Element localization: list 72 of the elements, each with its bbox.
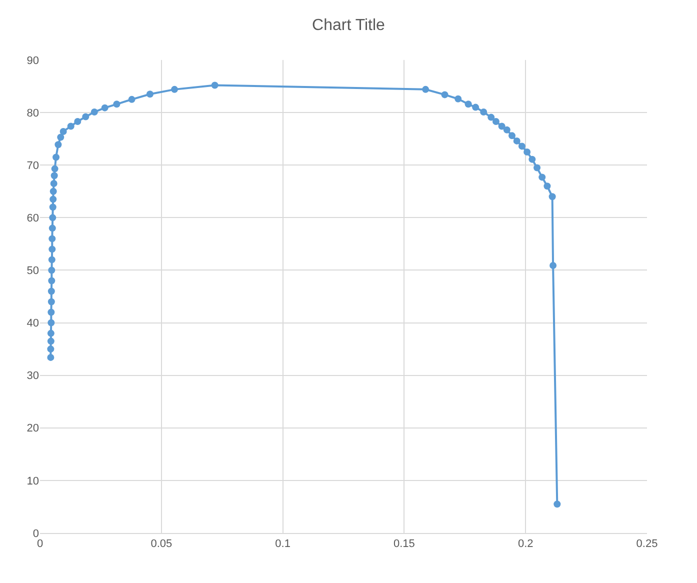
point — [51, 165, 58, 172]
point — [67, 122, 74, 130]
point — [513, 137, 520, 144]
point — [50, 180, 58, 188]
point — [47, 330, 54, 337]
point — [49, 214, 56, 222]
point — [48, 298, 55, 306]
point — [50, 172, 58, 180]
point — [50, 196, 57, 203]
point — [48, 288, 55, 295]
point — [503, 126, 510, 134]
point — [49, 204, 56, 211]
point — [50, 188, 57, 195]
point — [211, 82, 218, 89]
point — [48, 308, 55, 316]
x-tick-label: 0.15 — [393, 538, 415, 550]
y-tick-label: 0 — [32, 528, 39, 540]
point — [113, 100, 120, 108]
y-tick-label: 80 — [26, 107, 39, 120]
point — [90, 108, 98, 116]
x-tick-label: 0.1 — [275, 538, 290, 550]
point — [48, 256, 56, 264]
point — [454, 95, 462, 102]
point — [74, 118, 82, 125]
point — [548, 193, 556, 200]
x-tick-label: 0.25 — [636, 538, 658, 550]
point — [508, 132, 516, 140]
point — [101, 104, 108, 112]
point — [441, 91, 448, 98]
y-tick-label: 20 — [26, 422, 39, 435]
x-tick-label: 0.05 — [150, 538, 172, 550]
point — [464, 100, 472, 108]
x-tick-label: 0.2 — [518, 538, 534, 550]
point — [544, 182, 551, 190]
point — [48, 277, 56, 284]
point — [146, 90, 154, 98]
point — [47, 346, 54, 353]
point — [57, 134, 64, 141]
point — [82, 113, 90, 120]
y-tick-label: 90 — [26, 54, 39, 67]
point — [128, 96, 136, 103]
point — [48, 235, 56, 242]
point — [52, 154, 60, 161]
point — [48, 319, 55, 326]
point — [518, 142, 526, 150]
point — [538, 174, 546, 181]
y-tick-label: 30 — [26, 370, 39, 382]
y-tick-label: 70 — [26, 160, 39, 172]
point — [171, 86, 178, 93]
point — [60, 128, 67, 135]
point — [492, 118, 500, 125]
point — [48, 224, 56, 232]
point — [422, 86, 430, 93]
point — [554, 500, 561, 508]
point — [48, 266, 56, 274]
point — [47, 338, 54, 345]
point — [488, 114, 495, 121]
chart-title: Chart Title — [312, 17, 386, 34]
point — [550, 262, 557, 269]
point — [498, 122, 506, 130]
point — [54, 141, 62, 148]
point — [534, 164, 541, 172]
point — [480, 108, 488, 116]
y-tick-label: 50 — [26, 265, 39, 278]
y-tick-label: 10 — [26, 475, 39, 488]
point — [48, 246, 56, 253]
point — [524, 148, 531, 156]
y-tick-label: 60 — [26, 212, 39, 225]
point — [472, 104, 480, 111]
point — [47, 354, 54, 361]
point — [528, 156, 536, 163]
y-tick-label: 40 — [26, 318, 39, 330]
